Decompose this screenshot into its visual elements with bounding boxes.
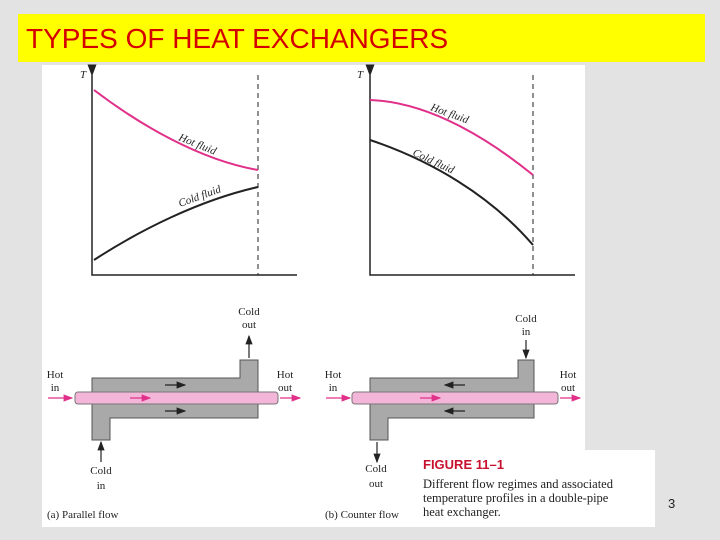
- text-line: Hot: [277, 369, 294, 381]
- text-line: temperature profiles in a double-pipe: [423, 491, 609, 505]
- title-bar: [18, 14, 705, 62]
- text-line: Different flow regimes and associated: [423, 477, 614, 491]
- text-line: in: [522, 326, 531, 338]
- panel-caption: (b) Counter flow: [325, 509, 399, 521]
- tube: [351, 391, 559, 405]
- text-line: in: [97, 480, 106, 492]
- caption-box: [415, 450, 655, 527]
- hot-curve: [369, 99, 534, 176]
- text-line: Cold: [365, 463, 387, 475]
- text-line: Hot: [47, 369, 64, 381]
- panel-b: T Hot fluid Cold fluid Hot in Hot out Cold…: [325, 64, 582, 521]
- text-line: Hot: [560, 369, 577, 381]
- text-line: in: [329, 382, 338, 394]
- text-line: Cold: [90, 465, 112, 477]
- axis-label: T: [357, 69, 364, 81]
- cold-curve: [369, 139, 534, 246]
- panel-caption: (a) Parallel flow: [47, 509, 119, 521]
- hot-in: Hot in: [47, 369, 64, 394]
- text-line: Cold: [238, 306, 260, 318]
- cold-in: Cold in: [515, 313, 537, 338]
- text-line: Cold: [515, 313, 537, 325]
- figure-caption: Different flow regimes and associated te…: [423, 477, 616, 519]
- text-line: heat exchanger.: [423, 505, 501, 519]
- axes: [87, 64, 297, 276]
- axes: [365, 64, 575, 276]
- page-number: 3: [668, 496, 675, 511]
- text-line: out: [242, 319, 256, 331]
- cold-in: Cold in: [90, 465, 112, 492]
- hot-curve: [93, 89, 259, 171]
- text-line: out: [561, 382, 575, 394]
- hot-out: Hot out: [560, 369, 577, 394]
- cold-out: Cold out: [238, 306, 260, 331]
- cold-out: Cold out: [365, 463, 387, 490]
- text-line: in: [51, 382, 60, 394]
- figure-label: FIGURE 11–1: [423, 457, 504, 472]
- slide-title: TYPES OF HEAT EXCHANGERS: [26, 23, 448, 54]
- text-line: out: [369, 478, 383, 490]
- axis-label: T: [80, 69, 87, 81]
- text-line: Hot: [325, 369, 342, 381]
- text-line: out: [278, 382, 292, 394]
- tube: [74, 391, 279, 405]
- hot-out: Hot out: [277, 369, 294, 394]
- hot-in: Hot in: [325, 369, 342, 394]
- cold-curve: [93, 186, 259, 261]
